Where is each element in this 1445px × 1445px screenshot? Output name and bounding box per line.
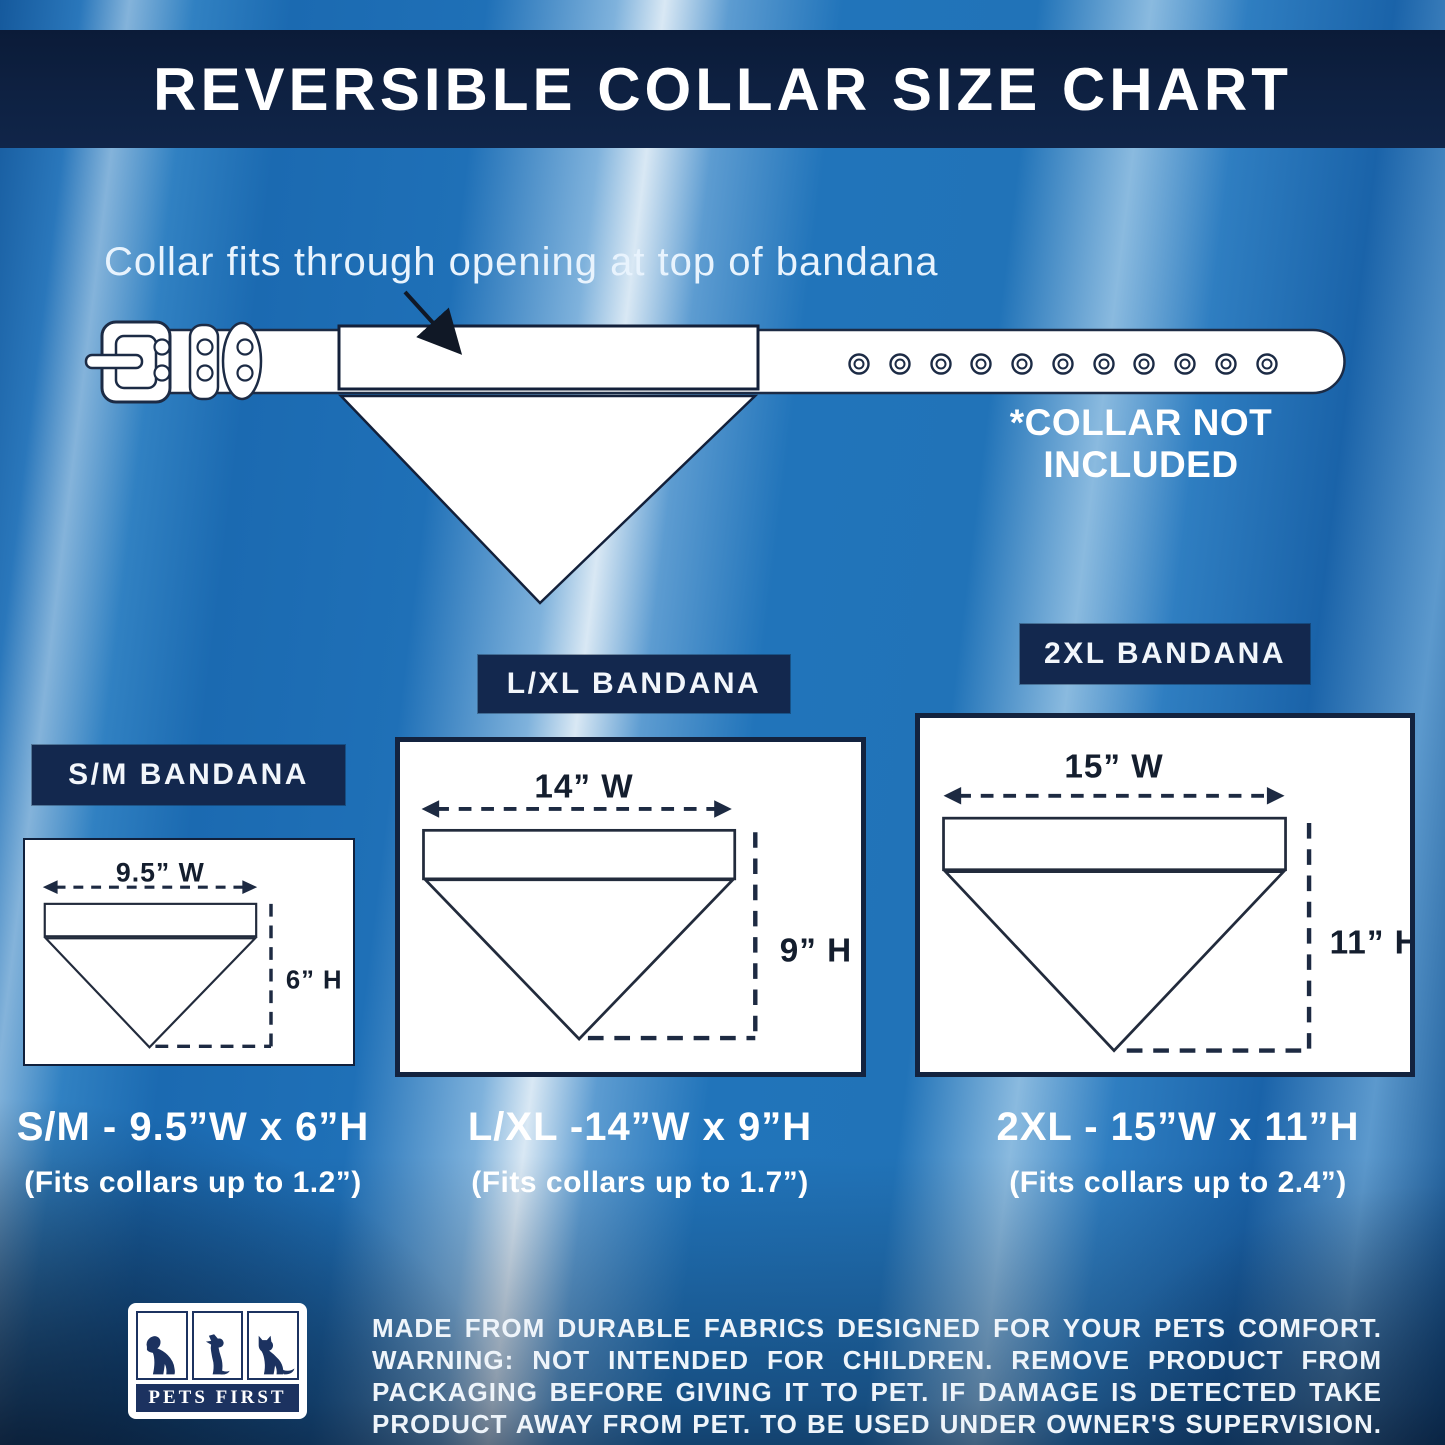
- size-fits-note: (Fits collars up to 2.4”): [1009, 1166, 1347, 1199]
- height-line: [587, 832, 758, 1041]
- size-diagram-2xl: 15” W 11” H: [942, 748, 1410, 1053]
- disclaimer-line: WARNING: NOT INTENDED FOR CHILDREN. REMO…: [372, 1345, 1382, 1375]
- disclaimer-line: MADE FROM DURABLE FABRICS DESIGNED FOR Y…: [372, 1313, 1382, 1343]
- bandana-outline-triangle: [942, 870, 1287, 1053]
- height-line: [155, 903, 273, 1049]
- size-diagram-box-2xl: 15” W 11” H: [915, 713, 1415, 1077]
- size-dimensions: S/M - 9.5”W x 6”H: [16, 1105, 370, 1149]
- height-label: 6” H: [286, 966, 343, 994]
- disclaimer-line: PACKAGING BEFORE GIVING IT TO PET. IF DA…: [372, 1377, 1382, 1407]
- height-label: 11” H: [1330, 924, 1410, 961]
- dog-panel-3: [247, 1311, 300, 1381]
- size-diagram-sm: 9.5” W 6” H: [42, 857, 343, 1049]
- brand-name: PETS FIRST: [148, 1387, 287, 1409]
- collar-buckle: [84, 320, 172, 404]
- size-caption-lxl: L/XL -14”W x 9”H (Fits collars up to 1.7…: [450, 1105, 830, 1200]
- dog-panel-1: [136, 1311, 188, 1381]
- bandana-triangle: [338, 394, 759, 605]
- size-panel-header-lxl: L/XL BANDANA: [478, 655, 790, 713]
- size-panel-header-2xl: 2XL BANDANA: [1020, 624, 1310, 684]
- collar-keeper-loop: [188, 323, 220, 401]
- size-fits-note: (Fits collars up to 1.2”): [24, 1166, 362, 1199]
- collar-note: Collar fits through opening at top of ba…: [104, 240, 939, 284]
- bandana-on-collar: [337, 324, 760, 605]
- bandana-outline-triangle: [422, 878, 736, 1041]
- collar-eyelets: [848, 353, 1278, 375]
- pets-first-logo: PETS FIRST: [128, 1303, 307, 1419]
- width-arrow: [42, 880, 258, 895]
- size-panel-header-label: 2XL BANDANA: [1044, 637, 1286, 670]
- collar-buckle-holes: [153, 338, 254, 382]
- size-caption-sm: S/M - 9.5”W x 6”H (Fits collars up to 1.…: [3, 1105, 383, 1200]
- width-label: 15” W: [1064, 748, 1163, 785]
- collar-not-included-note: *COLLAR NOT INCLUDED: [1009, 402, 1273, 485]
- size-panel-header-label: L/XL BANDANA: [506, 667, 762, 700]
- brand-band: PETS FIRST: [136, 1384, 299, 1412]
- size-diagram-box-lxl: 14” W 9” H: [395, 737, 866, 1077]
- disclaimer-line: PRODUCT AWAY FROM PET. TO BE USED UNDER …: [372, 1409, 1382, 1439]
- collar-illustration: [84, 290, 1346, 605]
- size-dimensions: L/XL -14”W x 9”H: [467, 1105, 813, 1149]
- size-diagram-lxl: 14” W 9” H: [421, 768, 852, 1041]
- bandana-outline-sleeve: [422, 828, 737, 881]
- bandana-outline-sleeve: [942, 816, 1287, 872]
- bandana-sleeve: [337, 324, 760, 391]
- size-panel-header-sm: S/M BANDANA: [32, 745, 345, 805]
- page-title: REVERSIBLE COLLAR SIZE CHART: [153, 56, 1292, 123]
- width-label: 14” W: [534, 768, 633, 805]
- footer-disclaimer: MADE FROM DURABLE FABRICS DESIGNED FOR Y…: [372, 1312, 1382, 1440]
- width-arrow: [943, 787, 1285, 805]
- logo-dog-panels: [136, 1311, 300, 1381]
- height-line: [1126, 823, 1312, 1053]
- dog-panel-2: [191, 1311, 244, 1381]
- size-diagram-box-sm: 9.5” W 6” H: [23, 838, 355, 1066]
- size-caption-2xl: 2XL - 15”W x 11”H (Fits collars up to 2.…: [988, 1105, 1368, 1200]
- width-arrow: [421, 800, 732, 818]
- begging-dog-icon: [205, 1334, 230, 1375]
- size-dimensions: 2XL - 15”W x 11”H: [996, 1105, 1360, 1149]
- size-fits-note: (Fits collars up to 1.7”): [471, 1166, 809, 1199]
- shepherd-dog-icon: [259, 1335, 295, 1375]
- bandana-outline-sleeve: [43, 902, 258, 938]
- height-label: 9” H: [780, 932, 852, 969]
- width-label: 9.5” W: [116, 857, 205, 887]
- collar-d-ring: [221, 321, 263, 401]
- sitting-dog-icon: [146, 1336, 175, 1375]
- bandana-outline-triangle: [43, 937, 258, 1049]
- title-band: REVERSIBLE COLLAR SIZE CHART: [0, 30, 1445, 148]
- pointer-arrow: [403, 290, 463, 355]
- size-panel-header-label: S/M BANDANA: [68, 758, 309, 791]
